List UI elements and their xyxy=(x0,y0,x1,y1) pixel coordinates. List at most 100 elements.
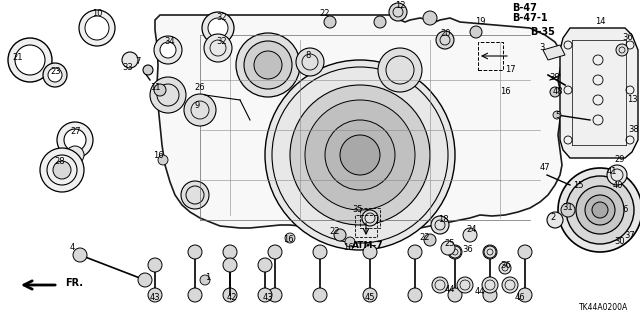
Circle shape xyxy=(483,288,497,302)
Text: 8: 8 xyxy=(305,50,310,60)
Circle shape xyxy=(223,258,237,272)
Circle shape xyxy=(499,262,511,274)
Text: 45: 45 xyxy=(365,293,375,302)
Circle shape xyxy=(290,85,430,225)
Polygon shape xyxy=(543,45,565,60)
Text: 48: 48 xyxy=(553,87,563,97)
Circle shape xyxy=(265,60,455,250)
Text: 26: 26 xyxy=(195,84,205,93)
Circle shape xyxy=(143,65,153,75)
Circle shape xyxy=(374,16,386,28)
Circle shape xyxy=(436,31,454,49)
Circle shape xyxy=(223,245,237,259)
Text: 36: 36 xyxy=(500,261,511,270)
Text: 36: 36 xyxy=(623,33,634,42)
Bar xyxy=(355,215,377,237)
Circle shape xyxy=(138,273,152,287)
Circle shape xyxy=(258,288,272,302)
Circle shape xyxy=(441,241,455,255)
Circle shape xyxy=(616,44,628,56)
Text: 38: 38 xyxy=(628,125,639,135)
Circle shape xyxy=(268,288,282,302)
Text: TK44A0200A: TK44A0200A xyxy=(579,303,628,313)
Circle shape xyxy=(85,16,109,40)
Text: 14: 14 xyxy=(595,18,605,26)
Text: 46: 46 xyxy=(515,293,525,302)
Circle shape xyxy=(340,135,380,175)
Text: 13: 13 xyxy=(627,95,637,105)
Circle shape xyxy=(423,11,437,25)
Circle shape xyxy=(148,288,162,302)
Circle shape xyxy=(79,10,115,46)
Text: 24: 24 xyxy=(467,226,477,234)
Text: 16: 16 xyxy=(283,235,293,244)
Circle shape xyxy=(424,234,436,246)
Text: B-47-1: B-47-1 xyxy=(512,13,548,23)
Circle shape xyxy=(448,245,462,259)
Circle shape xyxy=(43,63,67,87)
Bar xyxy=(360,208,380,228)
Text: 28: 28 xyxy=(54,158,65,167)
Circle shape xyxy=(188,245,202,259)
Circle shape xyxy=(585,195,615,225)
Circle shape xyxy=(8,38,52,82)
Text: 25: 25 xyxy=(445,240,455,249)
Text: 40: 40 xyxy=(612,181,623,189)
Circle shape xyxy=(592,202,608,218)
Text: 6: 6 xyxy=(622,205,628,214)
Text: 4: 4 xyxy=(69,243,75,253)
Circle shape xyxy=(448,288,462,302)
Text: 19: 19 xyxy=(475,18,485,26)
Circle shape xyxy=(305,100,415,210)
Text: 2: 2 xyxy=(550,213,556,222)
Text: ATM-7: ATM-7 xyxy=(352,241,384,250)
Text: 36: 36 xyxy=(463,246,474,255)
Circle shape xyxy=(334,229,346,241)
Text: 11: 11 xyxy=(150,84,160,93)
Circle shape xyxy=(236,33,300,97)
Text: 12: 12 xyxy=(395,1,405,10)
Text: 43: 43 xyxy=(262,293,273,302)
Circle shape xyxy=(296,48,324,76)
Text: B-47: B-47 xyxy=(512,3,537,13)
Circle shape xyxy=(483,245,497,259)
Text: FR.: FR. xyxy=(65,278,83,288)
Circle shape xyxy=(313,245,327,259)
Circle shape xyxy=(53,161,71,179)
Circle shape xyxy=(148,258,162,272)
Circle shape xyxy=(463,228,477,242)
Circle shape xyxy=(40,148,84,192)
Text: 29: 29 xyxy=(615,155,625,165)
Text: 35: 35 xyxy=(353,205,364,214)
Circle shape xyxy=(188,288,202,302)
Circle shape xyxy=(470,26,482,38)
Text: 22: 22 xyxy=(330,227,340,236)
Text: 16: 16 xyxy=(153,151,163,160)
Circle shape xyxy=(345,237,355,247)
Text: 22: 22 xyxy=(420,234,430,242)
Text: 47: 47 xyxy=(540,164,550,173)
Text: 31: 31 xyxy=(563,204,573,212)
Circle shape xyxy=(550,87,560,97)
Circle shape xyxy=(313,288,327,302)
Circle shape xyxy=(408,245,422,259)
Circle shape xyxy=(431,216,449,234)
Circle shape xyxy=(362,210,378,226)
Circle shape xyxy=(200,275,210,285)
Circle shape xyxy=(547,212,563,228)
Circle shape xyxy=(150,77,186,113)
Circle shape xyxy=(324,16,336,28)
Circle shape xyxy=(457,277,473,293)
Text: 32: 32 xyxy=(217,13,227,23)
Circle shape xyxy=(389,3,407,21)
Text: 1: 1 xyxy=(205,273,211,283)
Text: 32: 32 xyxy=(217,38,227,47)
Text: B-35: B-35 xyxy=(530,27,555,37)
Circle shape xyxy=(484,246,496,258)
Text: 20: 20 xyxy=(441,28,451,38)
Circle shape xyxy=(184,94,216,126)
Text: 15: 15 xyxy=(573,181,583,189)
Text: 16: 16 xyxy=(500,87,510,97)
Circle shape xyxy=(432,277,448,293)
Circle shape xyxy=(607,165,627,185)
